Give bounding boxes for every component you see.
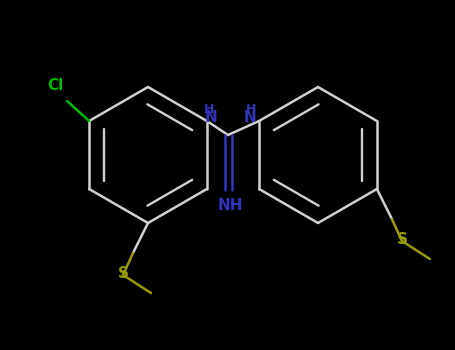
Text: H: H	[204, 103, 215, 116]
Text: N: N	[243, 110, 256, 125]
Text: S: S	[396, 231, 407, 246]
Text: S: S	[117, 266, 128, 280]
Text: N: N	[205, 110, 218, 125]
Text: NH: NH	[217, 198, 243, 213]
Text: H: H	[246, 103, 257, 116]
Text: Cl: Cl	[47, 78, 63, 93]
